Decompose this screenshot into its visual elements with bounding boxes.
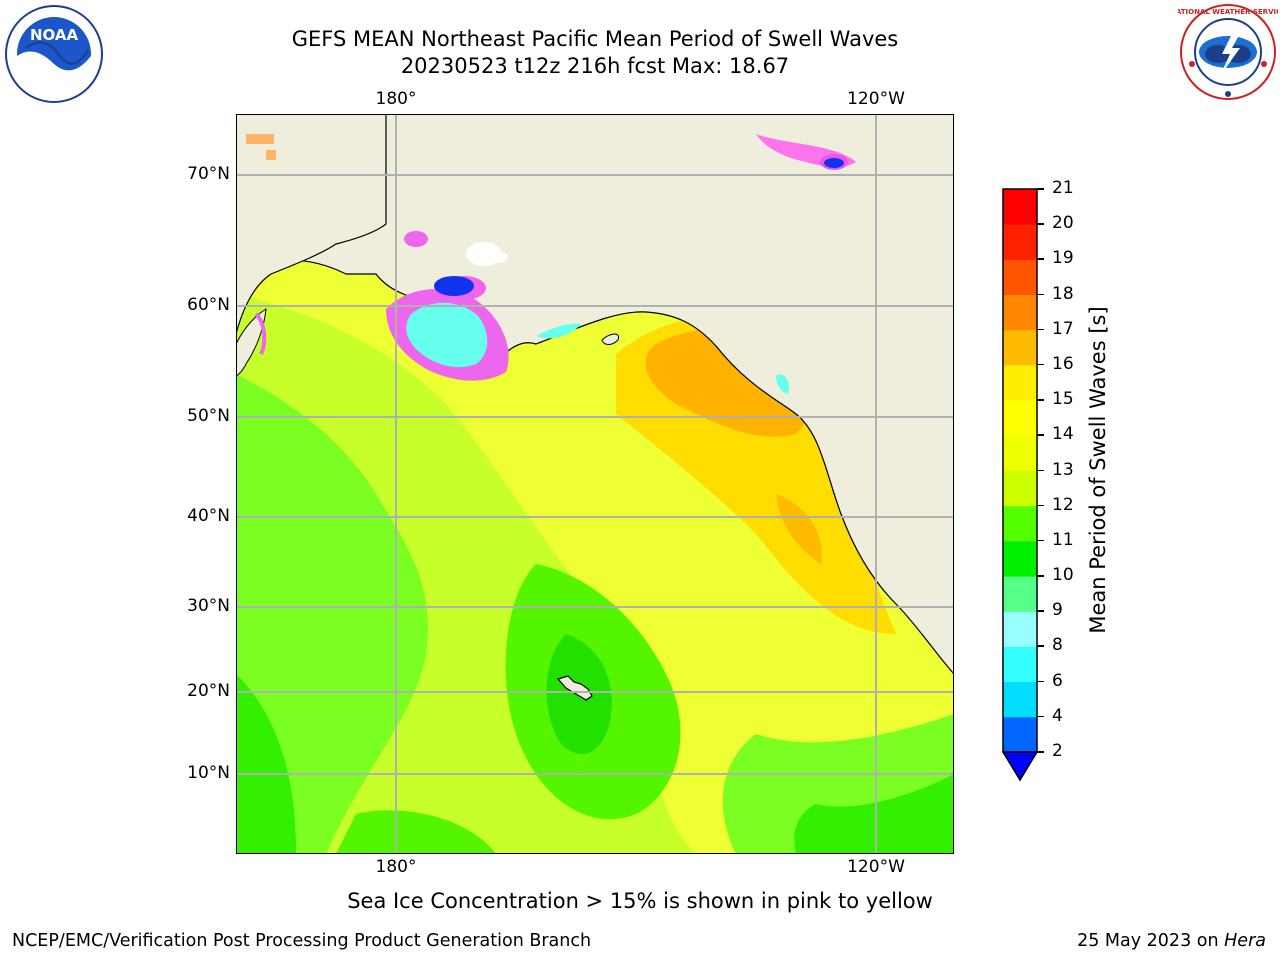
colorbar-band: [1003, 435, 1037, 471]
colorbar-tick-mark: [1037, 434, 1044, 436]
nws-logo-text: NATIONAL WEATHER SERVICE: [1178, 8, 1278, 16]
colorbar-tick-mark: [1037, 539, 1044, 542]
colorbar-band: [1003, 189, 1037, 225]
colorbar-band: [1003, 470, 1037, 507]
colorbar-tick-label: 21: [1052, 178, 1074, 198]
map-title: GEFS MEAN Northeast Pacific Mean Period …: [291, 27, 899, 51]
lat-label-40n: 40°N: [187, 506, 230, 526]
colorbar-tick-mark: [1037, 504, 1044, 507]
colorbar-tick-label: 4: [1052, 705, 1063, 726]
colorbar-band: [1003, 505, 1037, 542]
colorbar-band: [1003, 259, 1037, 296]
colorbar-tick-label: 15: [1052, 389, 1074, 410]
colorbar-under-arrow: [1001, 751, 1039, 782]
colorbar-tick-label: 14: [1052, 424, 1074, 445]
colorbar-band: [1003, 294, 1037, 331]
colorbar-band: [1003, 611, 1037, 647]
map-subtitle: 20230523 t12z 216h fcst Max: 18.67: [400, 54, 790, 78]
colorbar-tick-label: 20: [1052, 213, 1074, 234]
colorbar-tick-label: 16: [1052, 353, 1074, 374]
colorbar-band: [1003, 540, 1037, 577]
colorbar-tick-mark: [1037, 399, 1044, 401]
cook-inlet: [536, 323, 581, 339]
colorbar-tick-label: 11: [1052, 529, 1074, 550]
colorbar-tick-mark: [1037, 645, 1044, 647]
colorbar-tick-mark: [1037, 223, 1044, 225]
colorbar-tick-label: 2: [1052, 741, 1063, 761]
nws-logo: NATIONAL WEATHER SERVICE: [1178, 4, 1278, 100]
colorbar-tick-label: 12: [1052, 494, 1074, 515]
swell-period-map: [236, 114, 954, 854]
lat-label-10n: 10°N: [187, 763, 230, 783]
colorbar-tick-label: 6: [1052, 670, 1063, 691]
colorbar-tick-mark: [1037, 328, 1044, 331]
colorbar-band: [1003, 364, 1037, 401]
colorbar-tick-mark: [1037, 680, 1044, 683]
colorbar-tick-label: 10: [1052, 565, 1074, 586]
noaa-logo-text: NOAA: [30, 26, 79, 44]
lon-label-bottom-180: 180°: [375, 857, 417, 877]
lat-label-60n: 60°N: [187, 295, 230, 315]
colorbar-tick-mark: [1037, 188, 1044, 190]
colorbar-tick-mark: [1037, 575, 1044, 577]
colorbar-band: [1003, 681, 1037, 718]
colorbar-band: [1003, 400, 1037, 436]
colorbar-tick-label: 8: [1052, 635, 1063, 656]
colorbar-band: [1003, 716, 1037, 753]
field-green-west: [236, 374, 428, 854]
colorbar-band: [1003, 329, 1037, 366]
lat-label-70n: 70°N: [187, 164, 230, 184]
footer-date-prefix: 25 May 2023 on: [1077, 931, 1225, 951]
footer-credit: NCEP/EMC/Verification Post Processing Pr…: [12, 931, 592, 951]
colorbar: [1001, 188, 1039, 782]
lon-label-top-180: 180°: [375, 89, 417, 109]
colorbar-band: [1003, 224, 1037, 260]
colorbar-tick-label: 18: [1052, 283, 1074, 304]
noaa-logo: NOAA: [5, 5, 103, 103]
footer-host: Hera: [1224, 931, 1266, 951]
colorbar-band: [1003, 646, 1037, 683]
colorbar-label: Mean Period of Swell Waves [s]: [1086, 306, 1110, 634]
colorbar-tick-label: 13: [1052, 459, 1074, 480]
land-north-america: [236, 114, 954, 675]
colorbar-tick-mark: [1037, 610, 1044, 612]
land-siberia: [236, 114, 387, 335]
colorbar-tick-mark: [1037, 293, 1044, 296]
lat-label-30n: 30°N: [187, 596, 230, 616]
lat-label-50n: 50°N: [187, 406, 230, 426]
graticule: [236, 114, 954, 854]
colorbar-tick-label: 17: [1052, 318, 1074, 339]
lon-label-bottom-120w: 120°W: [847, 857, 905, 877]
footer-date: 25 May 2023 on Hera: [1077, 931, 1266, 951]
colorbar-tick-mark: [1037, 469, 1044, 471]
colorbar-tick-label: 9: [1052, 600, 1063, 621]
colorbar-tick-mark: [1037, 751, 1044, 753]
sea-ice-blue-core: [434, 276, 474, 296]
colorbar-tick-label: 19: [1052, 248, 1074, 269]
colorbar-tick-mark: [1037, 715, 1044, 718]
lon-label-top-120w: 120°W: [847, 89, 905, 109]
colorbar-tick-mark: [1037, 363, 1044, 366]
colorbar-band: [1003, 576, 1037, 612]
lat-label-20n: 20°N: [187, 681, 230, 701]
sea-ice-note: Sea Ice Concentration > 15% is shown in …: [347, 889, 933, 913]
colorbar-tick-mark: [1037, 258, 1044, 260]
